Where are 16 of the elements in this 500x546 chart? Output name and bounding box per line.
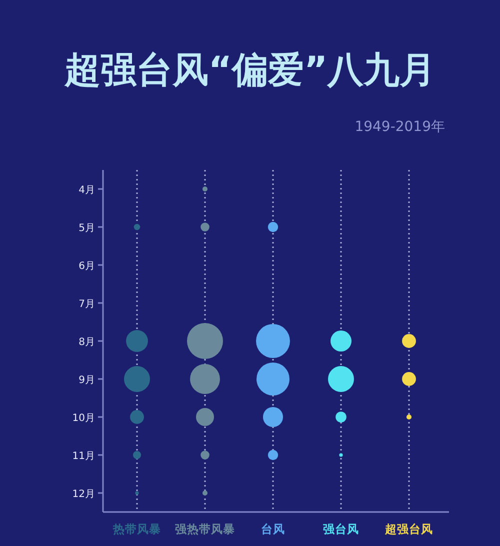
x-tick-label: 超强台风 (384, 522, 433, 536)
y-tick-label: 9月 (78, 375, 95, 386)
y-tick-label: 12月 (72, 489, 95, 500)
y-tick-label: 4月 (78, 185, 95, 196)
x-tick-label: 台风 (261, 522, 285, 536)
y-tick-label: 8月 (78, 337, 95, 348)
text: 1949-2019年 (354, 119, 445, 135)
chart-title: 超强台风“偏爱”八九月 (63, 50, 436, 91)
y-tick-label: 6月 (78, 261, 95, 272)
x-tick-label: 强热带风暴 (175, 522, 235, 536)
x-tick-label: 热带风暴 (112, 522, 161, 536)
y-tick-label: 7月 (78, 299, 95, 310)
y-tick-label: 11月 (72, 451, 95, 462)
x-tick-label: 强台风 (323, 522, 359, 536)
y-tick-label: 10月 (72, 413, 95, 424)
y-tick-label: 5月 (78, 223, 95, 234)
